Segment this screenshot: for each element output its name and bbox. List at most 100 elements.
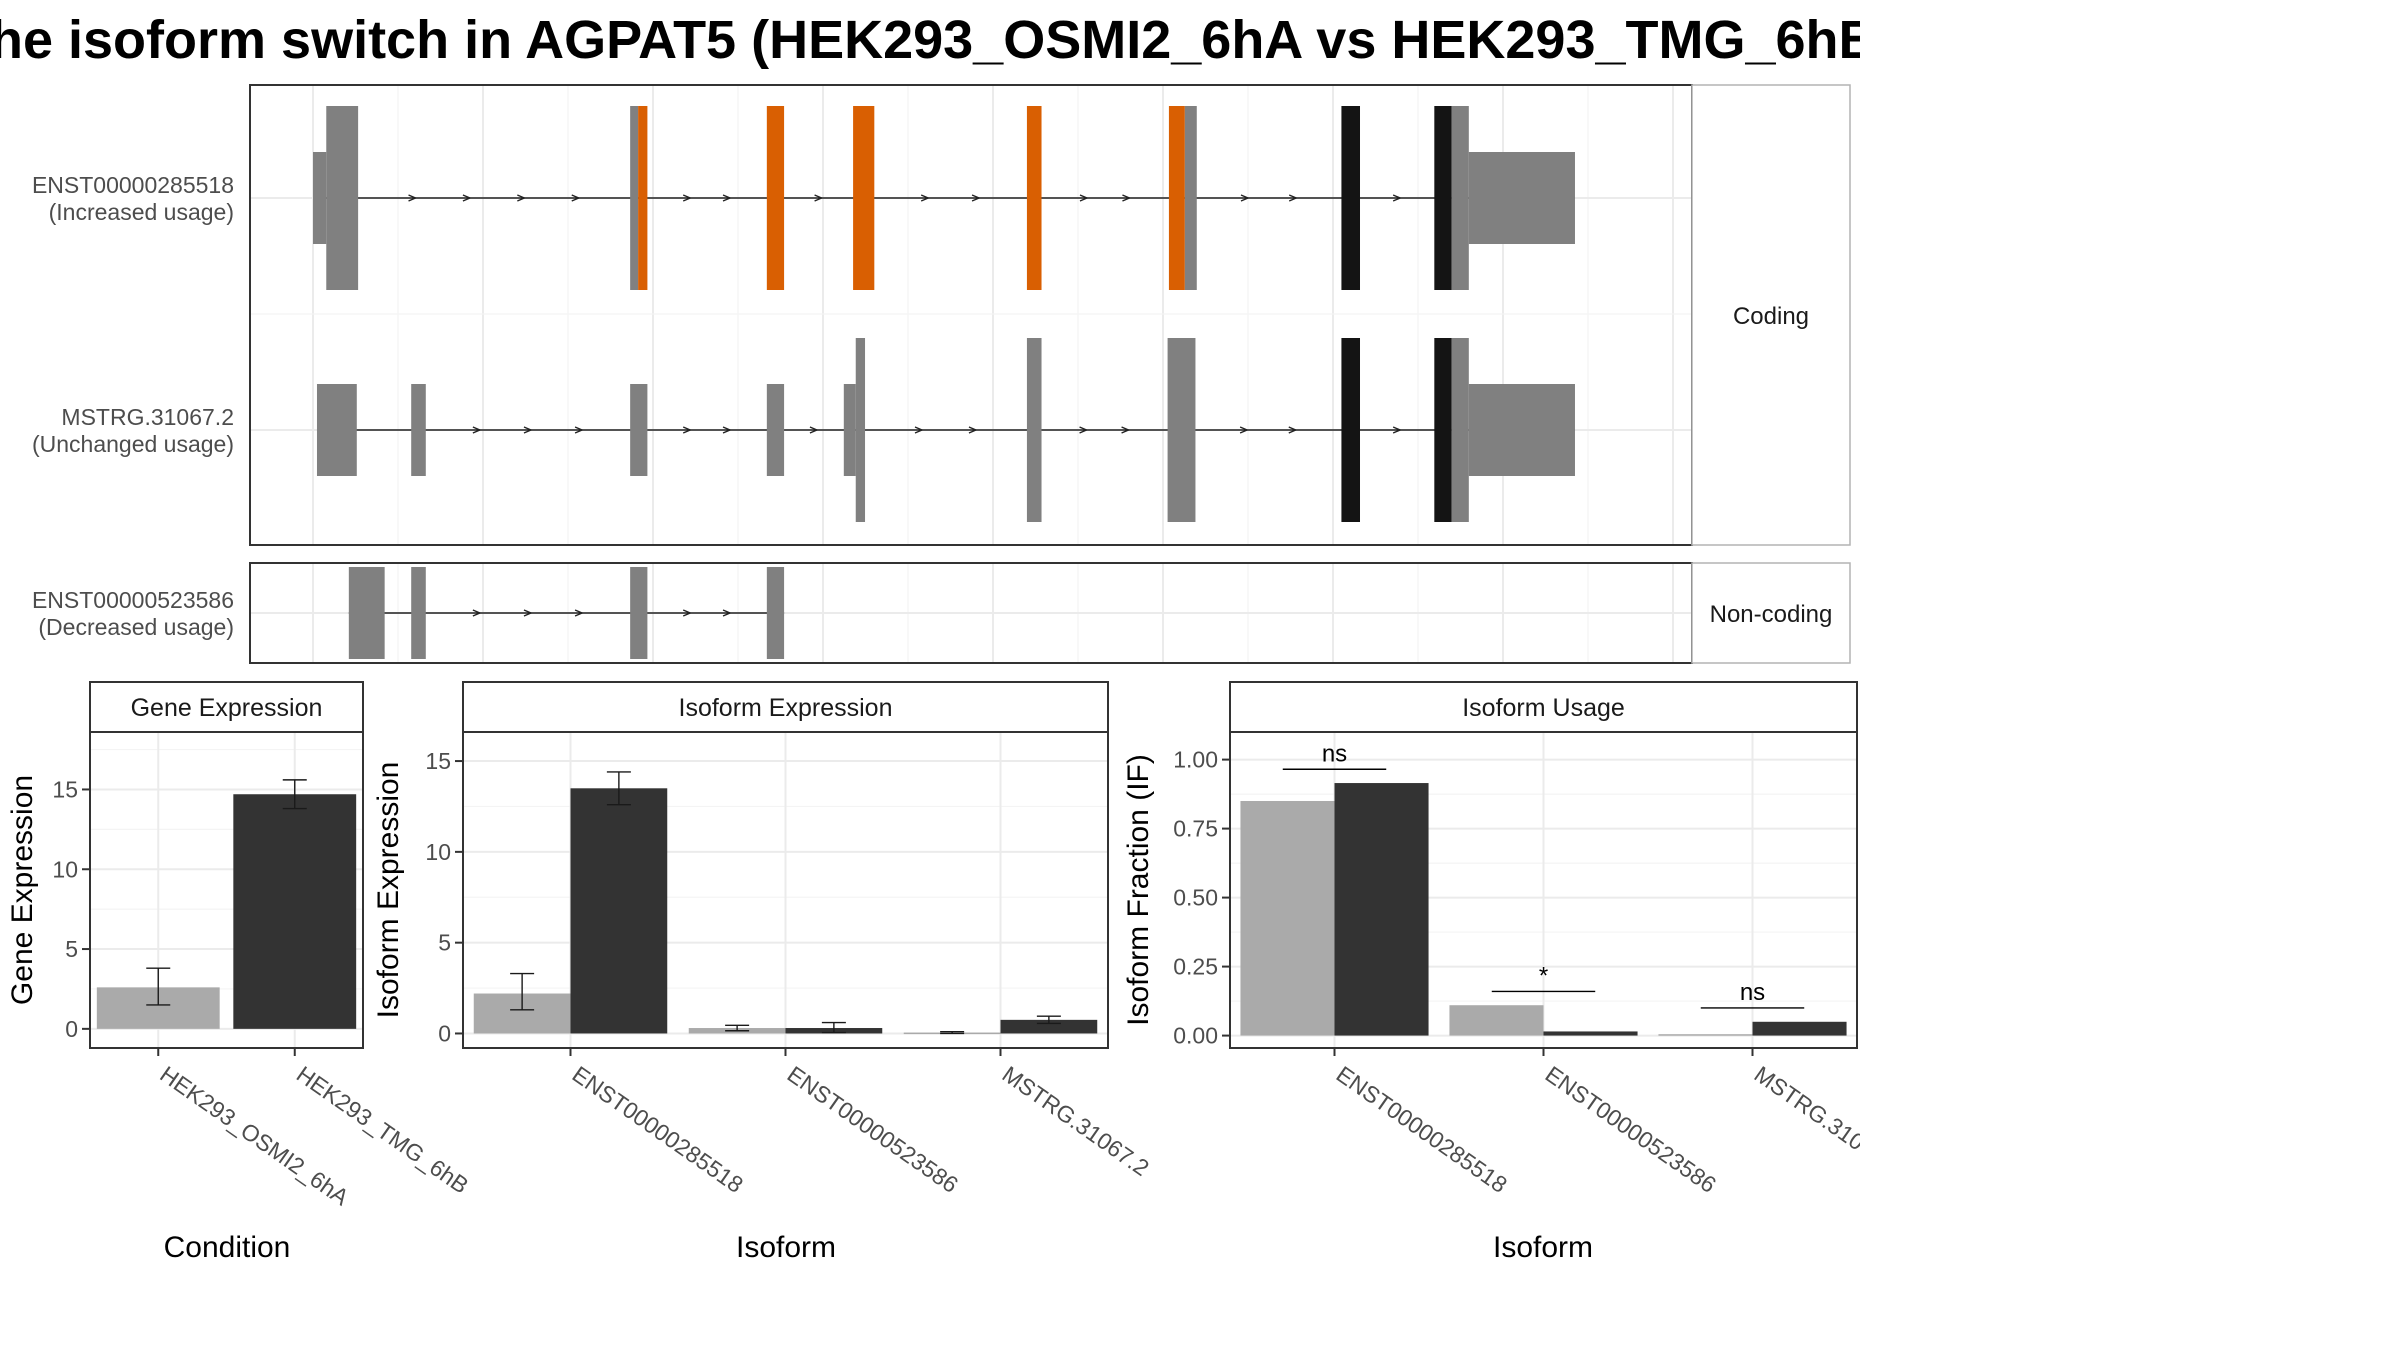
intron-arrow — [472, 426, 482, 434]
exon-utr — [630, 384, 648, 476]
intron-arrow — [1121, 426, 1131, 434]
exon-acyltransf_c — [1341, 338, 1361, 522]
intron-arrow — [682, 609, 692, 617]
exon-cds — [1026, 338, 1042, 522]
intron-arrow — [722, 194, 732, 202]
intron-arrow — [1240, 194, 1250, 202]
chart-title: Isoform Usage — [1462, 694, 1625, 722]
significance-label: ns — [1322, 740, 1347, 767]
chart-y-axis-label: Isoform Fraction (IF) — [1122, 754, 1155, 1026]
chart-y-tick-label: 0 — [438, 1020, 451, 1046]
transcript-usage-label: (Unchanged usage) — [32, 431, 234, 457]
significance-label: ns — [1740, 979, 1765, 1006]
intron-arrow — [1392, 194, 1402, 202]
chart-y-tick-label: 5 — [438, 930, 451, 956]
exon-acyltransferase — [1168, 106, 1185, 290]
chart-panel-border — [89, 731, 364, 1049]
chart-x-axis-label: Isoform — [1493, 1231, 1593, 1264]
intron-arrow — [571, 194, 581, 202]
exon-acyltransf_c — [1434, 338, 1452, 522]
exon-utr — [1468, 384, 1575, 476]
chart-x-axis-label: Condition — [164, 1231, 291, 1264]
intron-arrow — [1079, 194, 1089, 202]
chart-title: Gene Expression — [131, 694, 323, 722]
intron-arrow — [408, 194, 418, 202]
transcript-structure-plot: ENST00000285518(Increased usage) MSTRG.31… — [32, 84, 1851, 664]
exon-cds — [855, 338, 866, 522]
chart-y-tick-label: 0.50 — [1173, 885, 1218, 911]
exon-utr — [316, 384, 357, 476]
intron-arrow — [574, 426, 584, 434]
chart-strip — [89, 681, 364, 733]
exon-utr — [348, 567, 385, 659]
chart-y-tick-label: 0.00 — [1173, 1023, 1218, 1049]
intron-arrow — [971, 194, 981, 202]
chart-y-axis-label: Gene Expression — [6, 775, 39, 1005]
chart-y-tick-label: 0.75 — [1173, 816, 1218, 842]
bar — [1543, 1031, 1638, 1036]
exon-utr — [630, 567, 648, 659]
intron-arrow — [682, 426, 692, 434]
facet-strip — [1691, 84, 1851, 546]
significance-label: * — [1539, 962, 1548, 989]
intron-arrow — [523, 609, 533, 617]
intron-arrow — [1288, 426, 1298, 434]
intron-arrow — [1239, 426, 1249, 434]
facet-strip-label: Non-coding — [1710, 601, 1833, 628]
transcript-usage-label: (Decreased usage) — [38, 614, 234, 640]
right-margin-mask — [1860, 0, 2400, 1350]
exon-utr — [313, 152, 327, 244]
bar — [1449, 1005, 1544, 1036]
chart-y-tick-label: 15 — [425, 748, 451, 774]
intron-arrow — [914, 426, 924, 434]
exon-acyltransferase — [638, 106, 648, 290]
chart-y-tick-label: 10 — [425, 839, 451, 865]
bar — [1334, 783, 1429, 1036]
intron-arrow — [920, 194, 930, 202]
bar — [1658, 1034, 1753, 1036]
bar — [233, 794, 357, 1029]
chart-y-tick-label: 10 — [52, 856, 78, 882]
transcript-usage-label: (Increased usage) — [49, 199, 234, 225]
exon-cds — [1167, 338, 1196, 522]
intron-arrow — [574, 609, 584, 617]
bar — [570, 788, 668, 1034]
intron-arrow — [814, 194, 824, 202]
exon-acyltransf_c — [1434, 106, 1452, 290]
intron-arrow — [462, 194, 472, 202]
exon-utr — [411, 567, 426, 659]
intron-arrow — [517, 194, 527, 202]
intron-arrow — [1392, 426, 1402, 434]
facet-strip-label: Coding — [1733, 303, 1809, 330]
intron-arrow — [1288, 194, 1298, 202]
chart-y-tick-label: 1.00 — [1173, 747, 1218, 773]
exon-cds — [630, 106, 639, 290]
intron-arrow — [722, 426, 732, 434]
transcript-id-label: ENST00000523586 — [32, 587, 234, 613]
bar — [1000, 1019, 1098, 1034]
intron-arrow — [523, 426, 533, 434]
chart-x-axis-label: Isoform — [736, 1231, 836, 1264]
exon-utr — [843, 384, 856, 476]
transcript-id-label: ENST00000285518 — [32, 172, 234, 198]
intron-arrow — [968, 426, 978, 434]
figure-title: he isoform switch in AGPAT5 (HEK293_OSMI… — [0, 10, 1878, 70]
bar — [1752, 1021, 1847, 1036]
chart-y-tick-label: 15 — [52, 776, 78, 802]
exon-cds — [1451, 338, 1469, 522]
chart-strip — [462, 681, 1109, 733]
exon-utr — [766, 567, 785, 659]
exon-cds — [326, 106, 359, 290]
intron-arrow — [682, 194, 692, 202]
exon-utr — [1468, 152, 1575, 244]
exon-acyltransferase — [766, 106, 785, 290]
chart-y-tick-label: 5 — [65, 936, 78, 962]
intron-arrow — [1122, 194, 1132, 202]
chart-y-tick-label: 0 — [65, 1016, 78, 1042]
chart-y-tick-label: 0.25 — [1173, 954, 1218, 980]
facet-strip — [1691, 562, 1851, 664]
transcript-id-label: MSTRG.31067.2 — [61, 404, 234, 430]
exon-cds — [1184, 106, 1197, 290]
exon-utr — [411, 384, 426, 476]
exon-cds — [1451, 106, 1469, 290]
